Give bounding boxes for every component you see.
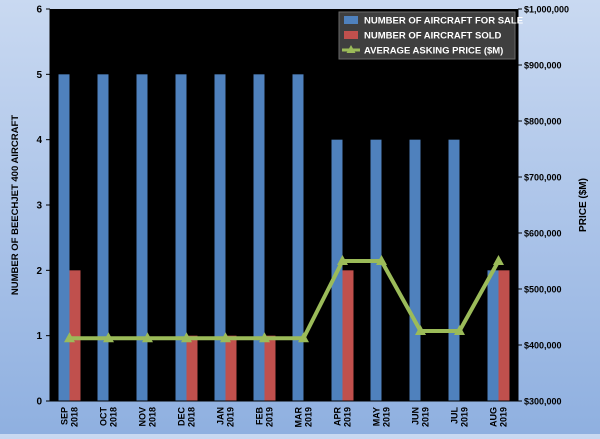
bar-for-sale <box>214 74 226 401</box>
x-tick-label: MAR 2019 <box>294 407 314 428</box>
left-tick-label: 1 <box>36 331 42 342</box>
x-tick-year: 2018 <box>148 407 158 427</box>
right-tick-label: $800,000 <box>524 117 562 127</box>
legend-label: AVERAGE ASKING PRICE ($M) <box>364 46 503 57</box>
x-tick-label: JUL 2019 <box>450 407 470 428</box>
price-marker <box>103 332 114 343</box>
x-tick-label: NOV 2018 <box>138 407 158 427</box>
x-tick-label: FEB 2019 <box>255 406 275 427</box>
x-tick-year: 2019 <box>265 407 275 427</box>
legend-marker-swatch <box>346 45 356 53</box>
right-tick-label: $600,000 <box>524 229 562 239</box>
price-marker <box>376 255 387 265</box>
x-tick-label: MAY 2019 <box>372 407 392 427</box>
x-tick-label: OCT 2018 <box>99 407 119 428</box>
x-tick-month: JUL <box>450 407 460 425</box>
legend-swatch <box>344 31 358 39</box>
x-tick-year: 2018 <box>109 407 119 427</box>
bar-sold <box>342 270 354 401</box>
bar-for-sale <box>136 74 148 401</box>
price-line <box>69 259 501 341</box>
left-tick-label: 3 <box>36 201 42 212</box>
bar-sold <box>498 270 510 401</box>
price-marker <box>454 325 465 335</box>
x-tick-year: 2019 <box>460 407 470 427</box>
x-tick-month: NOV <box>138 407 148 427</box>
price-marker <box>298 332 309 343</box>
x-tick-month: APR <box>333 407 343 427</box>
bar-for-sale <box>448 139 460 401</box>
bar-sold <box>225 335 237 401</box>
legend-swatch <box>344 16 358 24</box>
left-tick-label: 0 <box>36 397 42 408</box>
right-tick-label: $900,000 <box>524 61 562 71</box>
legend-box <box>338 11 516 60</box>
x-tick-month: MAY <box>372 407 382 426</box>
right-tick-label: $300,000 <box>524 397 562 407</box>
x-tick-month: MAR <box>294 407 304 428</box>
x-tick-label: JAN 2019 <box>216 407 236 427</box>
x-tick-month: SEP <box>60 407 70 425</box>
x-tick-label: APR 2019 <box>333 407 353 428</box>
left-tick-label: 4 <box>36 135 42 146</box>
price-marker <box>415 325 426 335</box>
x-tick-year: 2018 <box>70 407 80 427</box>
x-tick-year: 2019 <box>499 407 509 427</box>
x-tick-year: 2019 <box>343 407 353 427</box>
x-tick-month: FEB <box>255 406 265 425</box>
bar-for-sale <box>487 270 499 401</box>
left-tick-label: 6 <box>36 5 42 16</box>
right-tick-label: $1,000,000 <box>524 5 569 15</box>
price-marker <box>142 332 153 343</box>
price-marker <box>337 255 348 265</box>
x-tick-label: SEP 2018 <box>60 407 80 427</box>
x-tick-year: 2019 <box>421 407 431 427</box>
bar-for-sale <box>58 74 70 401</box>
x-tick-label: JUN 2019 <box>411 407 431 427</box>
x-tick-month: DEC <box>177 407 187 427</box>
plot-area <box>50 9 518 401</box>
left-tick-label: 2 <box>36 266 42 277</box>
x-tick-month: AUG <box>489 407 499 427</box>
bar-for-sale <box>175 74 187 401</box>
legend-label: NUMBER OF AIRCRAFT SOLD <box>364 31 502 42</box>
price-marker <box>64 332 75 343</box>
bar-for-sale <box>97 74 109 401</box>
x-tick-year: 2018 <box>187 407 197 427</box>
bar-for-sale <box>292 74 304 401</box>
x-tick-label: DEC 2018 <box>177 407 197 428</box>
x-tick-year: 2019 <box>226 407 236 427</box>
right-tick-label: $700,000 <box>524 173 562 183</box>
y-axis-title: NUMBER OF BEECHJET 400 AIRCRAFT <box>10 115 21 295</box>
x-tick-month: JAN <box>216 407 226 425</box>
legend-label: NUMBER OF AIRCRAFT FOR SALE <box>364 16 523 27</box>
y2-axis-title: PRICE ($M) <box>578 178 589 232</box>
price-marker <box>181 332 192 343</box>
bar-for-sale <box>409 139 421 401</box>
bar-for-sale <box>370 139 382 401</box>
bar-for-sale <box>253 74 265 401</box>
price-marker <box>493 255 504 265</box>
left-tick-label: 5 <box>36 70 42 81</box>
right-tick-label: $500,000 <box>524 285 562 295</box>
x-tick-year: 2019 <box>382 407 392 427</box>
right-tick-label: $400,000 <box>524 341 562 351</box>
x-tick-year: 2019 <box>304 407 314 427</box>
x-tick-month: JUN <box>411 407 421 425</box>
x-tick-label: AUG 2019 <box>489 407 509 427</box>
x-tick-month: OCT <box>99 407 109 427</box>
bar-sold <box>264 335 276 401</box>
bar-sold <box>69 270 81 401</box>
price-marker <box>259 332 270 343</box>
price-marker <box>220 332 231 343</box>
bar-sold <box>186 335 198 401</box>
